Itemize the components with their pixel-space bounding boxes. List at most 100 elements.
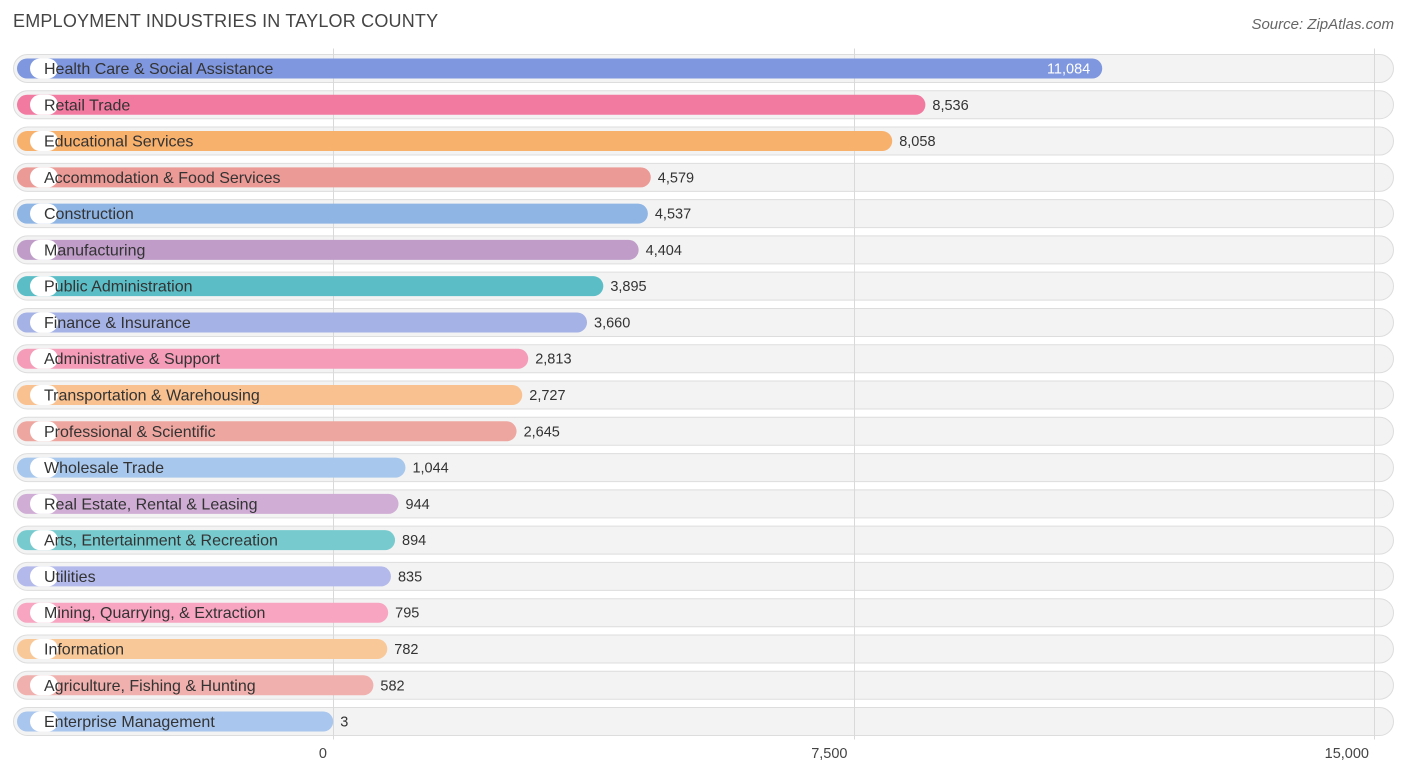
bar-group: Enterprise Management 3	[17, 711, 348, 732]
value-label: 782	[394, 642, 418, 658]
category-label: Real Estate, Rental & Leasing	[44, 496, 257, 513]
bar-group: Information 782	[17, 638, 418, 659]
bar	[17, 421, 517, 442]
bar-group: Administrative & Support 2,813	[17, 348, 572, 369]
bar-group: Agriculture, Fishing & Hunting 582	[17, 675, 405, 696]
chart-title: EMPLOYMENT INDUSTRIES IN TAYLOR COUNTY	[13, 11, 439, 31]
category-label-pill	[30, 711, 58, 732]
category-label: Transportation & Warehousing	[44, 388, 260, 405]
bar-group: Manufacturing 4,404	[17, 239, 682, 260]
value-label: 8,058	[899, 134, 935, 150]
category-label: Retail Trade	[44, 97, 130, 114]
bar-group: Transportation & Warehousing 2,727	[17, 385, 566, 406]
value-label: 894	[402, 533, 426, 549]
bar-group: Utilities 835	[17, 566, 422, 587]
category-label: Construction	[44, 206, 134, 223]
bar-group: Educational Services 8,058	[17, 131, 936, 152]
category-label: Agriculture, Fishing & Hunting	[44, 678, 256, 695]
value-label: 8,536	[932, 98, 968, 114]
value-label: 3,660	[594, 315, 630, 331]
bar	[17, 167, 651, 188]
category-label: Information	[44, 641, 124, 658]
x-axis-ticks: 0 7,500 15,000	[319, 746, 1369, 762]
category-label-pill	[30, 385, 58, 406]
bar	[17, 566, 391, 587]
bar	[17, 457, 406, 478]
bar	[17, 58, 1103, 79]
bar-group: Arts, Entertainment & Recreation 894	[17, 530, 426, 551]
category-label: Educational Services	[44, 134, 193, 151]
bar	[17, 276, 604, 297]
bar	[17, 675, 374, 696]
category-label-pill	[30, 566, 58, 587]
category-label-pill	[30, 131, 58, 152]
bar-group: Retail Trade 8,536	[17, 94, 969, 115]
category-label-pill	[30, 530, 58, 551]
category-label-pill	[30, 276, 58, 297]
bar	[17, 530, 396, 551]
value-label: 4,404	[646, 243, 682, 259]
category-label: Professional & Scientific	[44, 424, 216, 441]
bar-group: Health Care & Social Assistance 11,084	[17, 58, 1103, 79]
value-label: 4,579	[658, 170, 694, 186]
bar-group: Real Estate, Rental & Leasing 944	[17, 493, 430, 514]
category-label-pill	[30, 602, 58, 623]
category-label-pill	[30, 675, 58, 696]
value-label: 2,645	[524, 424, 560, 440]
bars: Health Care & Social Assistance 11,084 Ret…	[17, 58, 1103, 732]
bar-group: Professional & Scientific 2,645	[17, 421, 560, 442]
x-tick-label: 7,500	[811, 746, 847, 762]
bar-group: Mining, Quarrying, & Extraction 795	[17, 602, 419, 623]
category-label-pill	[30, 94, 58, 115]
value-label: 944	[406, 497, 430, 513]
x-tick-label: 0	[319, 746, 327, 762]
bar-group: Wholesale Trade 1,044	[17, 457, 449, 478]
bar	[17, 312, 588, 333]
bar-group: Accommodation & Food Services 4,579	[17, 167, 694, 188]
category-label: Accommodation & Food Services	[44, 170, 281, 187]
bar-group: Public Administration 3,895	[17, 276, 647, 297]
bar	[17, 348, 529, 369]
value-label: 3	[340, 715, 348, 731]
category-label: Public Administration	[44, 279, 193, 296]
value-label: 2,813	[535, 352, 571, 368]
category-label-pill	[30, 493, 58, 514]
category-label-pill	[30, 239, 58, 260]
bar	[17, 203, 648, 224]
category-label: Mining, Quarrying, & Extraction	[44, 605, 265, 622]
category-label: Health Care & Social Assistance	[44, 61, 274, 78]
category-label: Administrative & Support	[44, 351, 221, 368]
category-label: Manufacturing	[44, 242, 145, 259]
category-label-pill	[30, 348, 58, 369]
bar	[17, 711, 334, 732]
bar	[17, 385, 523, 406]
value-label: 795	[395, 606, 419, 622]
bar-group: Construction 4,537	[17, 203, 691, 224]
value-label: 11,084	[1047, 62, 1090, 78]
bar	[17, 94, 926, 115]
category-label: Finance & Insurance	[44, 315, 191, 332]
chart-source: Source: ZipAtlas.com	[1251, 16, 1394, 33]
category-label: Enterprise Management	[44, 714, 215, 731]
value-label: 1,044	[412, 461, 448, 477]
x-tick-label: 15,000	[1325, 746, 1369, 762]
bar	[17, 602, 389, 623]
value-label: 835	[398, 569, 422, 585]
category-label: Arts, Entertainment & Recreation	[44, 533, 278, 550]
category-label-pill	[30, 421, 58, 442]
bar	[17, 131, 893, 152]
category-label-pill	[30, 312, 58, 333]
value-label: 2,727	[529, 388, 565, 404]
bar	[17, 638, 388, 659]
category-label: Wholesale Trade	[44, 460, 164, 477]
value-label: 4,537	[655, 207, 691, 223]
category-label-pill	[30, 58, 58, 79]
category-label-pill	[30, 167, 58, 188]
row-background	[13, 707, 1394, 737]
bar-group: Finance & Insurance 3,660	[17, 312, 630, 333]
category-label-pill	[30, 457, 58, 478]
bar	[17, 493, 399, 514]
value-label: 582	[380, 678, 404, 694]
category-label-pill	[30, 203, 58, 224]
category-label: Utilities	[44, 569, 96, 586]
